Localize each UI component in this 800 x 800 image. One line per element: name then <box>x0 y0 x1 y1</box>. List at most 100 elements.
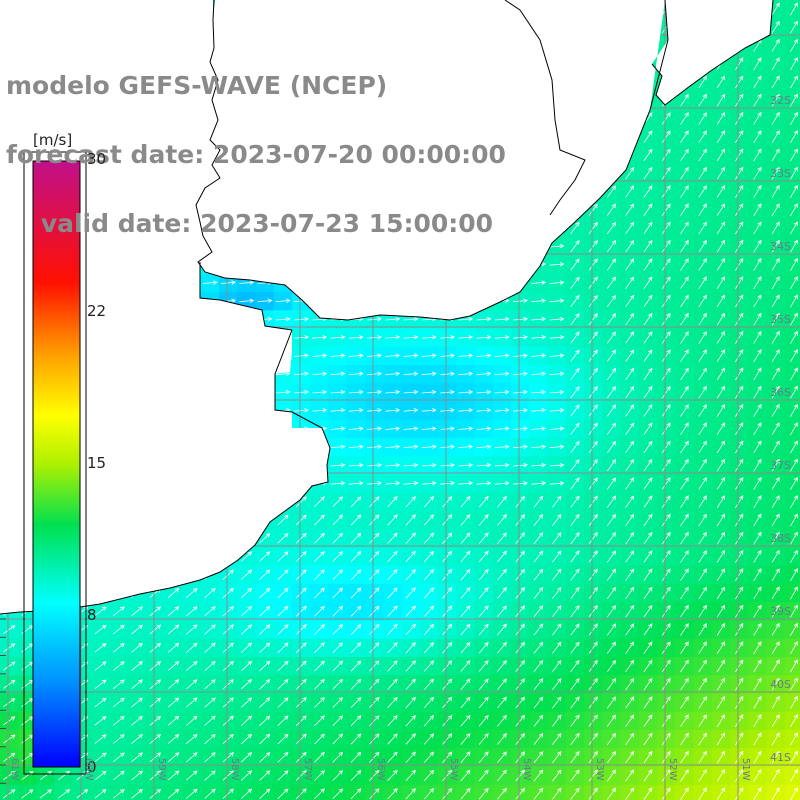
wind-arrow <box>661 404 671 417</box>
wind-arrow <box>257 298 273 304</box>
wind-speed-cell <box>346 492 366 512</box>
wind-speed-cell <box>693 292 713 311</box>
wind-arrow <box>643 586 653 600</box>
wind-arrow <box>698 349 707 362</box>
wind-arrow <box>643 568 653 581</box>
wind-arrow <box>3 734 16 744</box>
wind-speed-cell <box>511 711 530 731</box>
wind-speed-cell <box>255 730 275 749</box>
wind-speed-cell <box>711 73 731 92</box>
wind-arrow <box>533 696 544 709</box>
wind-speed-cell <box>328 657 348 676</box>
wind-arrow <box>350 605 362 617</box>
wind-arrow <box>753 787 762 800</box>
wind-speed-cell <box>766 109 786 129</box>
wind-arrow <box>405 623 416 636</box>
wind-arrow <box>423 751 435 763</box>
wind-arrow <box>442 514 453 526</box>
wind-arrow <box>58 789 71 799</box>
wind-arrow <box>405 751 416 763</box>
wind-arrow <box>186 606 198 617</box>
wind-arrow <box>94 716 107 726</box>
wind-arrow <box>515 678 526 691</box>
wind-speed-cell <box>547 638 567 658</box>
wind-speed-cell <box>620 182 640 202</box>
wind-arrow <box>405 678 416 690</box>
wind-arrow <box>790 549 798 563</box>
wind-speed-cell <box>419 584 439 603</box>
wind-arrow <box>350 770 362 781</box>
wind-speed-cell <box>675 456 695 476</box>
wind-arrow <box>423 696 435 709</box>
wind-speed-cell <box>346 529 366 549</box>
wind-arrow <box>112 697 125 708</box>
wind-arrow <box>606 313 616 326</box>
wind-speed-cell <box>711 273 731 293</box>
wind-arrow <box>790 622 798 636</box>
wind-speed-cell <box>237 638 257 658</box>
wind-arrow <box>588 678 598 691</box>
wind-arrow <box>277 751 289 763</box>
wind-arrow <box>295 788 307 800</box>
wind-arrow <box>606 422 616 435</box>
wind-speed-cell <box>766 292 786 311</box>
wind-speed-cell <box>164 748 184 768</box>
wind-arrow <box>753 276 762 290</box>
wind-speed-cell <box>273 784 293 800</box>
wind-speed-cell <box>474 584 494 603</box>
wind-arrow <box>478 514 489 526</box>
wind-arrow <box>753 367 762 381</box>
wind-arrow <box>588 641 598 654</box>
wind-arrow <box>680 495 689 508</box>
wind-arrow <box>716 513 726 527</box>
wind-speed-cell <box>401 511 421 530</box>
wind-speed-cell <box>456 766 476 786</box>
wind-speed-cell <box>693 657 713 676</box>
wind-arrow <box>533 678 544 691</box>
wind-arrow <box>680 714 689 727</box>
wind-arrow <box>735 787 744 800</box>
wind-arrow <box>680 166 689 180</box>
wind-arrow <box>385 444 401 450</box>
wind-arrow <box>588 714 598 727</box>
colorbar-tick: 22 <box>87 302 107 320</box>
wind-speed-cell <box>711 748 731 768</box>
wind-speed-cell <box>273 584 293 603</box>
wind-speed-cell <box>237 602 257 622</box>
wind-speed-cell <box>383 492 403 512</box>
wind-arrow <box>552 568 562 581</box>
wind-arrow <box>149 734 162 744</box>
wind-arrow <box>442 641 453 654</box>
wind-speed-cell <box>730 346 749 366</box>
wind-speed-cell <box>474 511 494 530</box>
wind-arrow <box>367 481 382 486</box>
wind-arrow <box>277 624 289 635</box>
wind-arrow <box>421 408 437 413</box>
wind-arrow <box>515 660 526 672</box>
wind-arrow <box>753 513 762 527</box>
wind-arrow <box>680 276 689 289</box>
wind-speed-cell <box>693 547 713 567</box>
wind-arrow <box>259 697 271 708</box>
wind-arrow <box>240 715 253 726</box>
colorbar-tick: 15 <box>87 454 107 472</box>
wind-arrow <box>735 57 744 71</box>
wind-speed-cell <box>620 620 640 640</box>
wind-speed-cell <box>492 547 512 567</box>
wind-speed-cell <box>310 748 330 768</box>
wind-arrow <box>771 349 780 363</box>
wind-arrow <box>753 622 762 636</box>
wind-arrow <box>458 335 474 340</box>
wind-speed-cell <box>383 748 403 768</box>
wind-arrow <box>753 422 762 436</box>
wind-speed-cell <box>365 693 384 713</box>
wind-speed-cell <box>310 766 330 786</box>
wind-speed-cell <box>292 657 311 676</box>
wind-speed-cell <box>383 711 403 731</box>
colorbar-unit: [m/s] <box>33 131 73 149</box>
wind-speed-cell <box>529 638 549 658</box>
wind-arrow <box>790 38 798 52</box>
lat-label: 33S <box>770 167 791 180</box>
wind-speed-cell <box>748 584 768 603</box>
wind-arrow <box>94 606 107 617</box>
